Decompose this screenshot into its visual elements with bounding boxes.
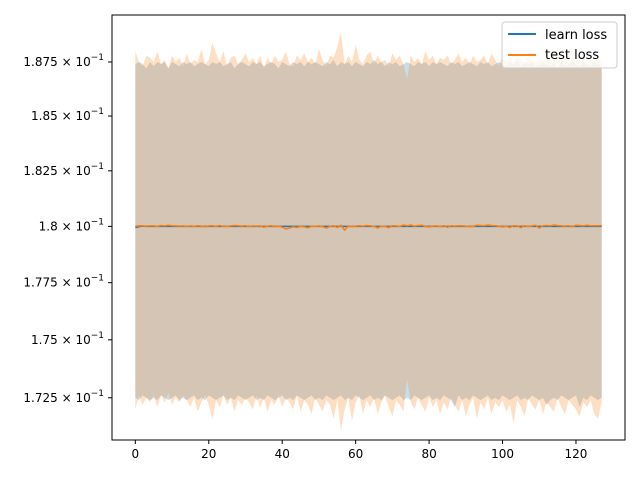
learn-loss-band <box>135 59 602 408</box>
y-tick-label: 1.725 × 10−1 <box>23 389 104 405</box>
test-loss-line <box>135 224 602 231</box>
y-tick-label: 1.875 × 10−1 <box>23 53 104 69</box>
x-tick-label: 40 <box>275 447 290 461</box>
plot-frame <box>111 14 626 441</box>
x-tick-label: 20 <box>201 447 216 461</box>
y-tick-label: 1.825 × 10−1 <box>23 162 104 178</box>
x-tick-label: 100 <box>491 447 514 461</box>
test-loss-band <box>135 32 602 431</box>
legend-label-learn-loss: learn loss <box>545 28 607 43</box>
x-tick-label: 80 <box>421 447 436 461</box>
series-lines <box>135 224 602 231</box>
x-tick-label: 0 <box>131 447 139 461</box>
confidence-bands <box>135 32 602 431</box>
y-tick-label: 1.75 × 10−1 <box>31 331 104 347</box>
x-axis: 0 20 40 60 80 100 120 <box>131 440 587 461</box>
y-tick-label: 1.775 × 10−1 <box>23 274 104 290</box>
y-axis: 1.725 × 10−1 1.75 × 10−1 1.775 × 10−1 1.8 ×… <box>23 53 112 405</box>
x-tick-label: 120 <box>565 447 588 461</box>
y-tick-label: 1.85 × 10−1 <box>31 107 104 123</box>
x-tick-label: 60 <box>348 447 363 461</box>
legend-label-test-loss: test loss <box>545 48 599 63</box>
legend: learn loss test loss <box>501 21 618 69</box>
y-tick-label: 1.8 × 10−1 <box>39 217 104 233</box>
